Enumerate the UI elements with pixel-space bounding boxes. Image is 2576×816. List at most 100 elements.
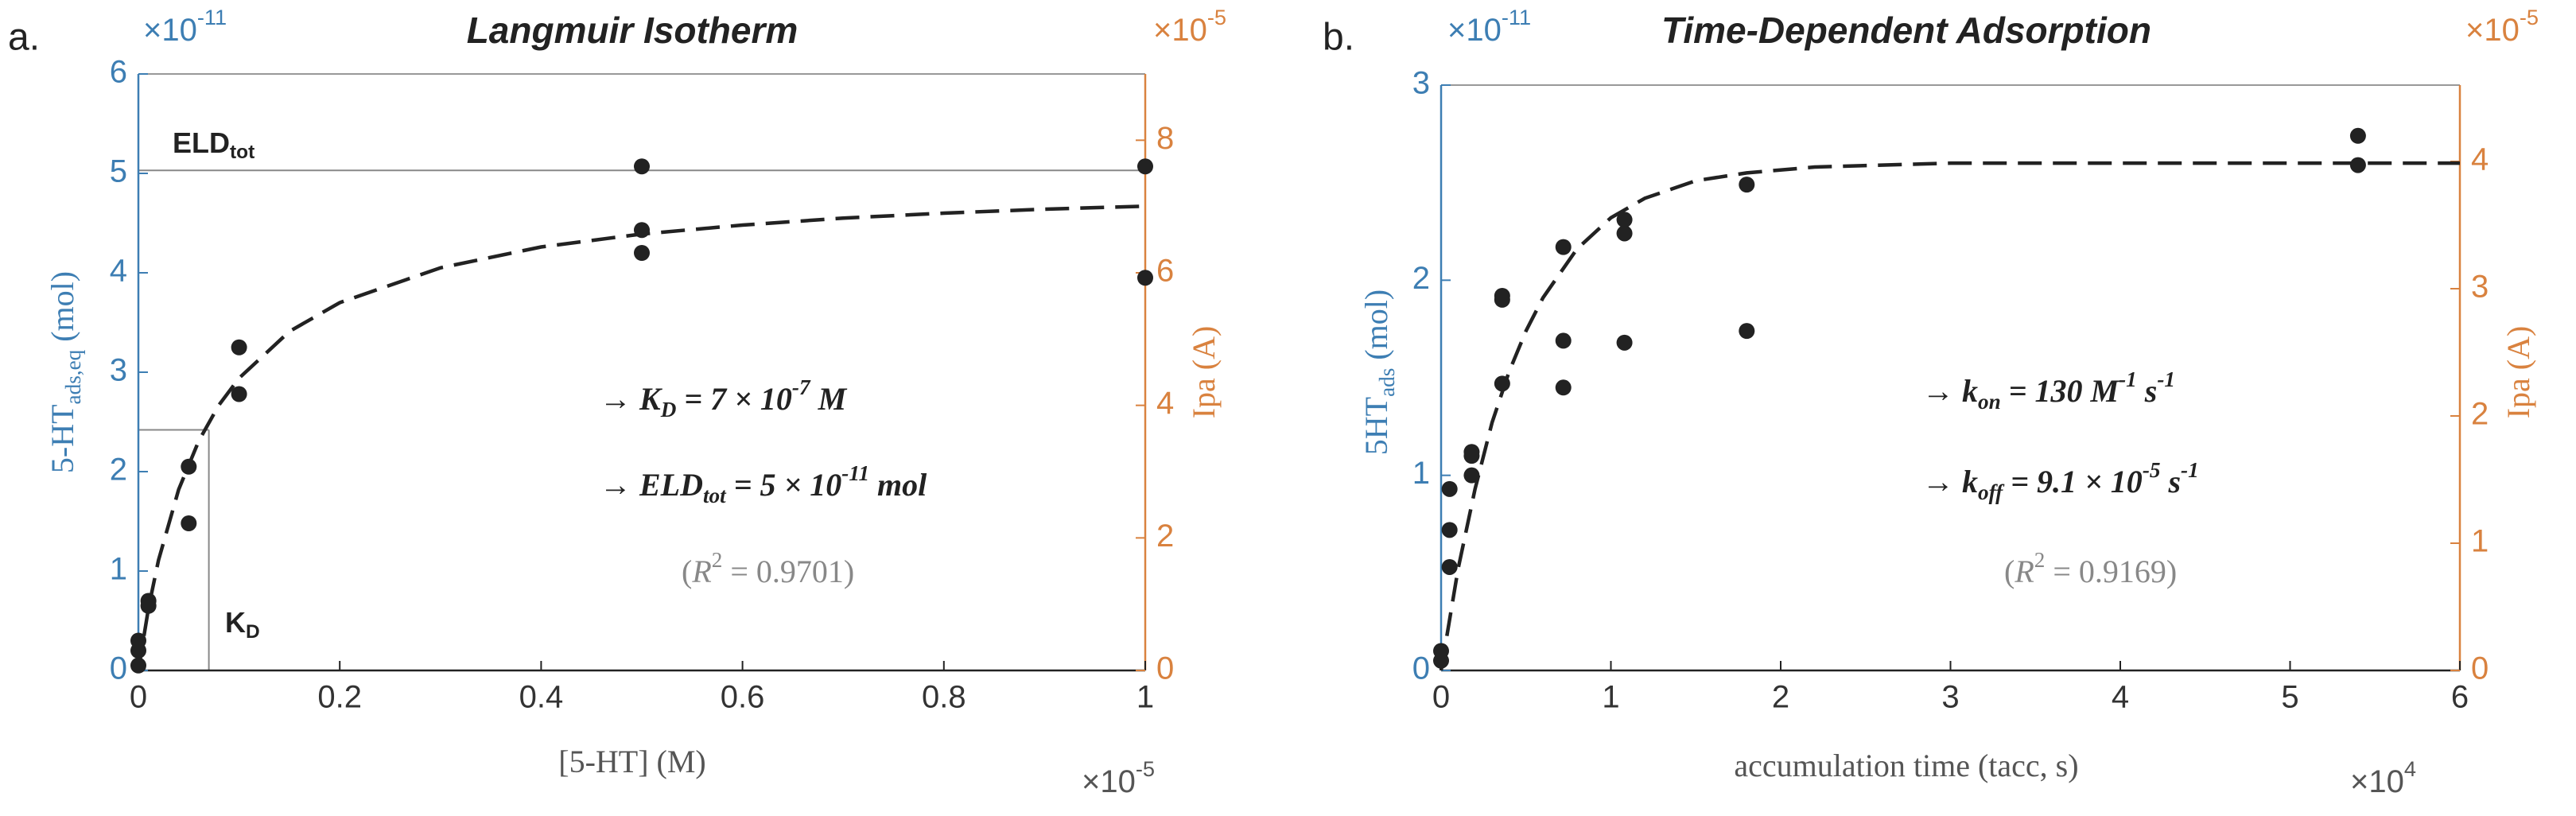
text-part: → k (1922, 464, 1978, 499)
x-tick-label: 3 (1941, 680, 1959, 715)
text-part: [5-HT] (M) (558, 744, 706, 779)
y-tick-label: 1 (1412, 456, 1430, 491)
text-part: (mol) (45, 271, 80, 350)
data-point (1616, 334, 1633, 351)
x-tick-label: 0.6 (721, 680, 765, 715)
text-part: 4 (2404, 756, 2416, 781)
text-part: ( (2004, 554, 2015, 589)
text-part: s (2160, 464, 2181, 499)
y-axis-label: 5HTads (mol) (1358, 289, 1399, 455)
x-tick-label: 0.8 (922, 680, 966, 715)
data-point (1463, 467, 1480, 484)
text-part: = 130 M (2001, 373, 2120, 409)
y2-tick-label: 3 (2471, 270, 2489, 305)
y2-tick-label: 1 (2471, 524, 2489, 559)
text-part: off (1978, 480, 2005, 504)
text-part: ×10 (1153, 13, 1207, 48)
x-tick-label: 5 (2281, 680, 2298, 715)
y-exponent: ×10-11 (143, 5, 227, 47)
text-part: = 0.9701) (722, 554, 854, 589)
annotation: ELDtot (173, 126, 254, 164)
text-part: -7 (792, 375, 811, 399)
y-tick-label: 4 (110, 254, 127, 289)
x-tick-label: 0 (130, 680, 147, 715)
text-part: D (246, 621, 260, 643)
y-tick-label: 0 (1412, 651, 1430, 686)
y2-tick-label: 2 (2471, 397, 2489, 432)
x-tick-label: 6 (2451, 680, 2469, 715)
x-tick-label: 0 (1432, 680, 1450, 715)
fit-curve (1439, 161, 2460, 671)
annotation: (R2 = 0.9169) (2004, 548, 2177, 589)
x-tick-label: 1 (1136, 680, 1154, 715)
data-point (1555, 332, 1572, 349)
y-exponent: ×10-11 (1447, 5, 1531, 47)
y-tick-label: 2 (1412, 261, 1430, 296)
text-part: -1 (2181, 458, 2199, 482)
text-part: = 0.9169) (2045, 554, 2177, 589)
y2-axis-label: Ipa (A) (2500, 326, 2536, 419)
text-part: -5 (2143, 458, 2161, 482)
data-point (1616, 212, 1633, 228)
y2-tick-label: 2 (1156, 519, 1174, 554)
y-tick-label: 6 (110, 55, 127, 90)
text-part: -5 (2520, 5, 2539, 29)
fit-curve (136, 204, 1146, 671)
y-tick-label: 2 (110, 453, 127, 488)
y-tick-label: 0 (110, 651, 127, 686)
data-point (1441, 558, 1458, 575)
y-tick-label: 5 (110, 154, 127, 189)
x-tick-label: 0.4 (519, 680, 564, 715)
chart-title: Time-Dependent Adsorption (1661, 10, 2151, 51)
data-point (634, 245, 650, 261)
data-point (2349, 127, 2366, 144)
text-part: 5HT (1358, 397, 1394, 455)
text-part: tot (230, 142, 254, 163)
text-part: ×10 (2350, 764, 2404, 799)
text-part: accumulation time (tacc, s) (1734, 748, 2078, 783)
x-tick-label: 1 (1602, 680, 1619, 715)
data-point (1555, 239, 1572, 255)
y2-axis-label: Ipa (A) (1186, 326, 1222, 419)
data-point (1433, 643, 1449, 659)
x-axis-label: accumulation time (tacc, s) (1734, 748, 2078, 783)
data-point (2349, 157, 2366, 173)
annotation: → kon = 130 M-1 s-1 (1922, 367, 2175, 414)
data-point (130, 632, 146, 649)
text-part: -11 (197, 5, 227, 29)
text-part: D (660, 398, 677, 422)
y2-tick-label: 8 (1156, 121, 1174, 156)
data-point (1616, 225, 1633, 242)
data-point (231, 386, 247, 402)
text-part: ELD (173, 126, 230, 159)
y2-exponent: ×10-5 (2465, 5, 2539, 47)
annotation: → KD = 7 × 10-7 M (600, 375, 848, 422)
text-part: 5-HT (45, 404, 80, 473)
data-point (1463, 448, 1480, 464)
data-point (140, 593, 157, 609)
data-point (634, 222, 650, 239)
data-point (1555, 379, 1572, 396)
text-part: mol (869, 467, 927, 503)
data-point (1441, 480, 1458, 497)
x-exponent: ×10-5 (1082, 756, 1155, 799)
text-part: ads (1375, 368, 1399, 397)
text-part: = 9.1 × 10 (2003, 464, 2143, 499)
text-part: R (691, 554, 711, 589)
annotation: → ELDtot = 5 × 10-11 mol (600, 461, 927, 507)
y2-tick-label: 6 (1156, 254, 1174, 289)
y-axis-label: 5-HTads,eq (mol) (45, 271, 85, 473)
text-part: s (2137, 373, 2158, 409)
text-part: 2 (712, 548, 723, 572)
data-point (130, 657, 146, 674)
text-part: → K (600, 381, 662, 417)
data-point (231, 339, 247, 356)
annotation: KD (225, 606, 260, 643)
text-part: -1 (2157, 367, 2175, 391)
data-point (1739, 177, 1755, 193)
text-part: -11 (1502, 5, 1531, 29)
text-part: → k (1922, 373, 1978, 409)
text-part: -5 (1207, 5, 1226, 29)
text-part: Ipa (A) (1186, 326, 1222, 419)
data-point (1137, 158, 1153, 175)
